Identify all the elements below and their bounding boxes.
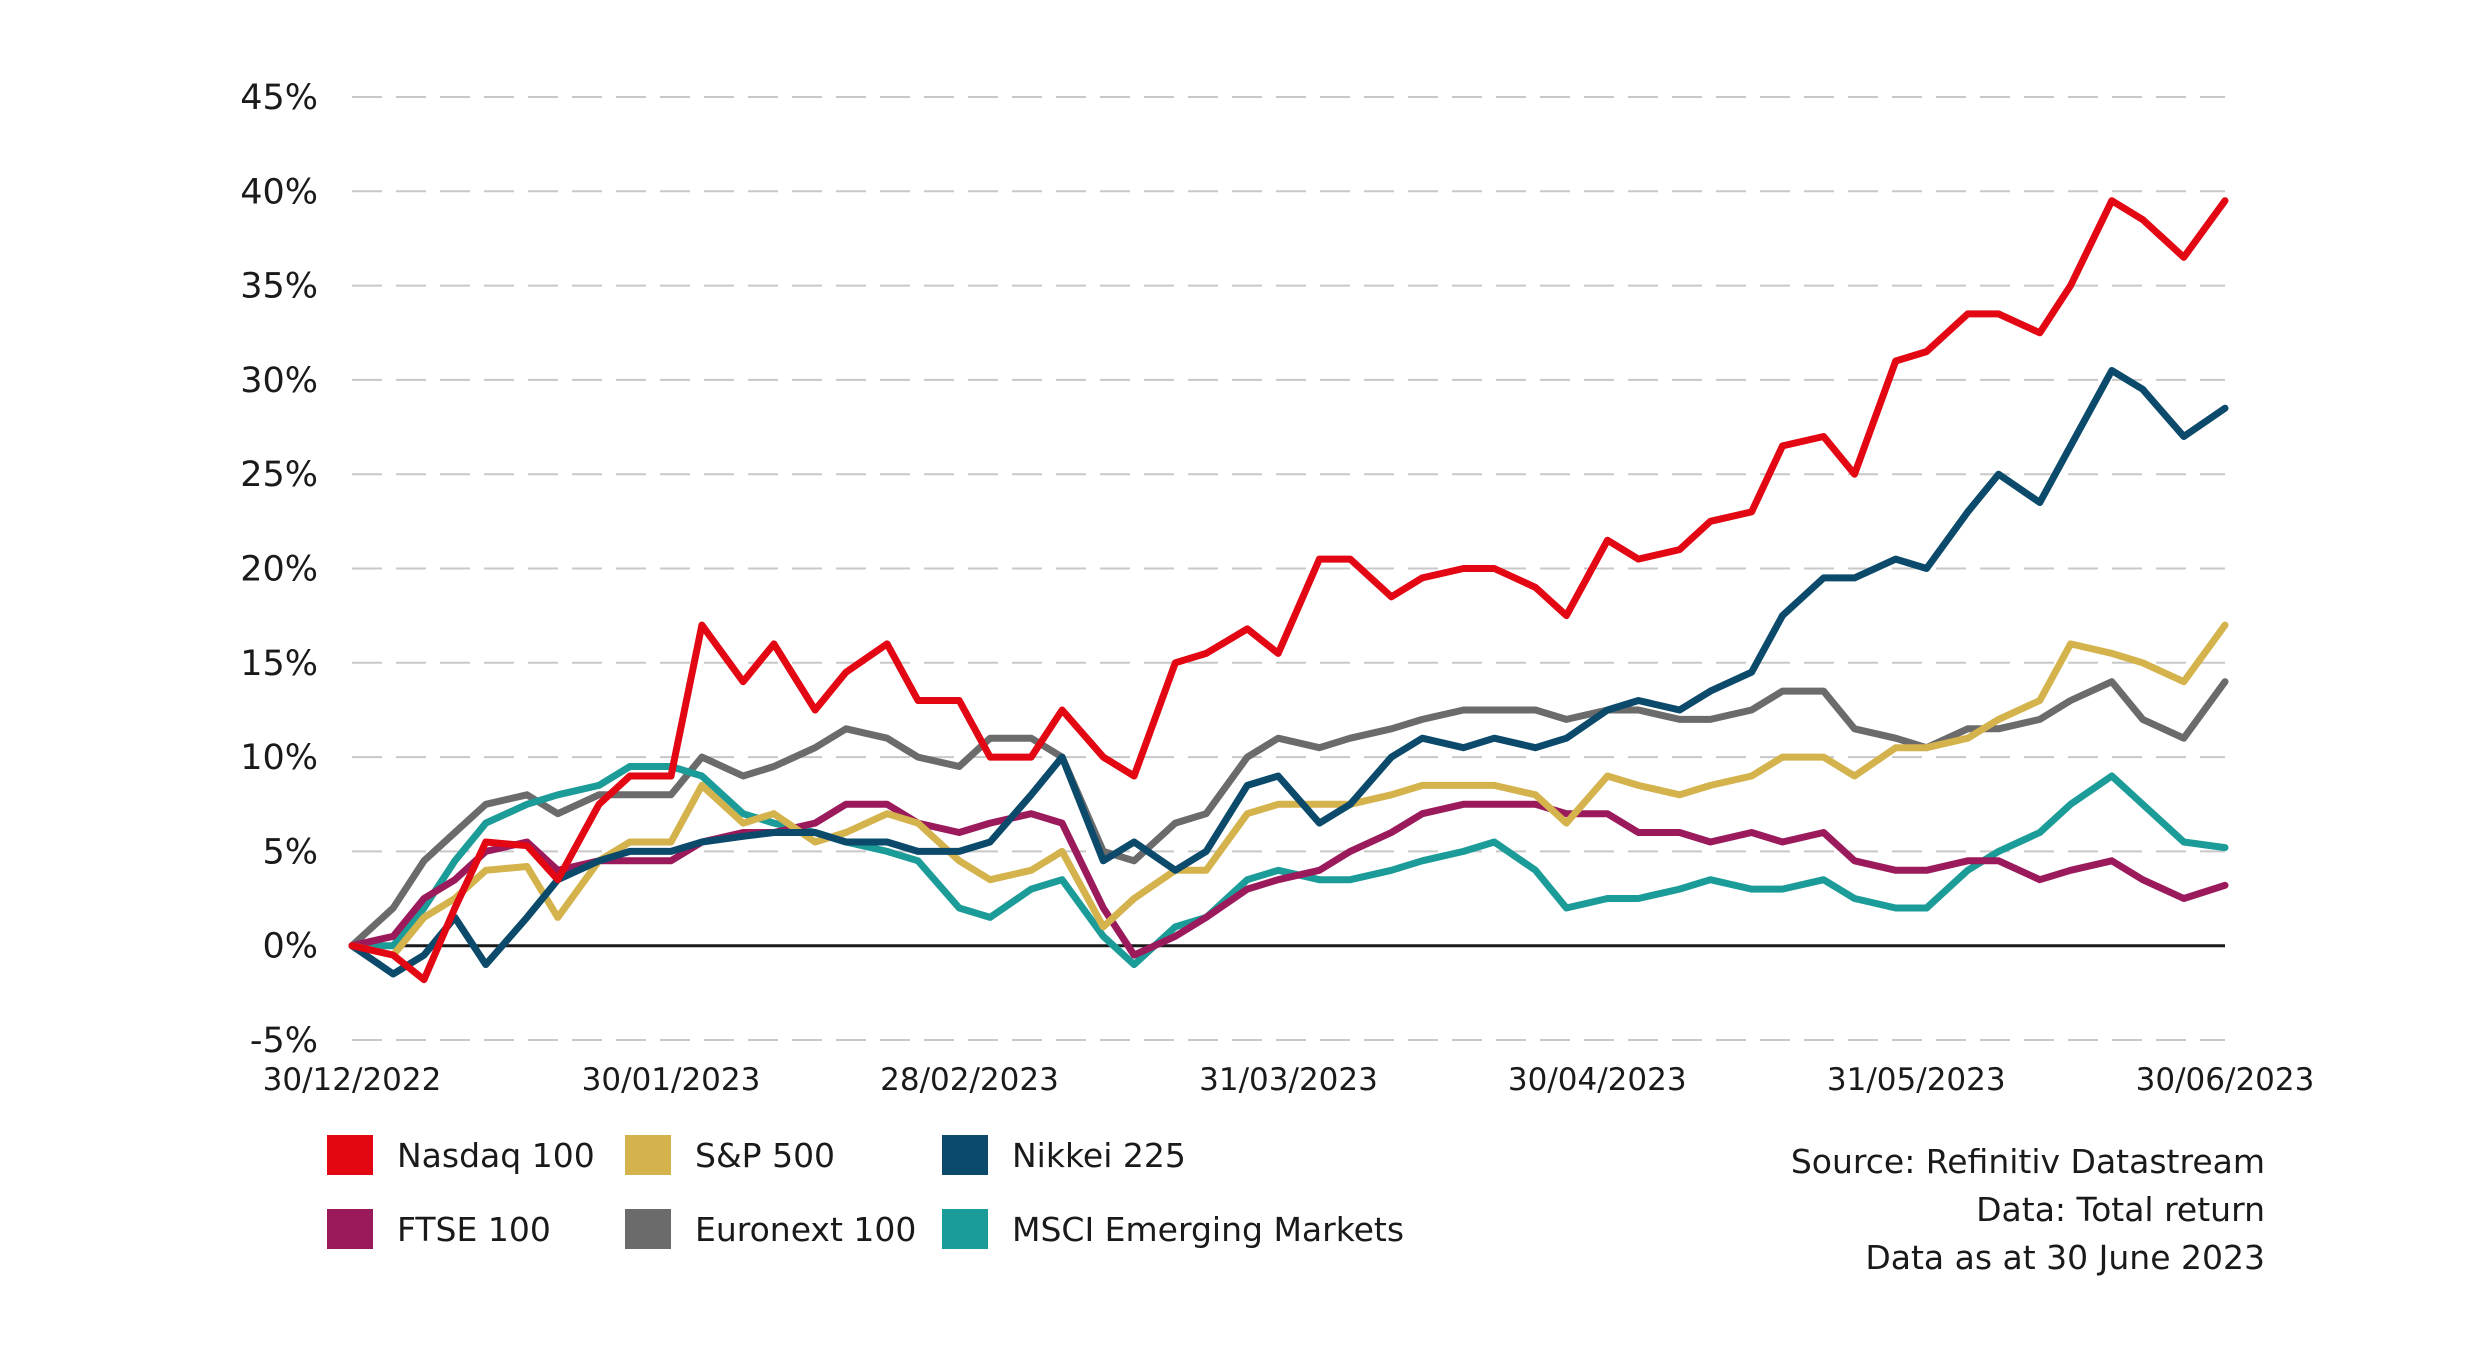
legend-label-euronext: Euronext 100 [695,1209,917,1249]
x-tick-label: 31/03/2023 [1199,1062,1378,1098]
x-axis-ticks: 30/12/2022 30/01/2023 28/02/2023 31/03/2023… [263,1062,2315,1098]
legend-item-msci: MSCI Emerging Markets [942,1206,1404,1252]
x-tick-label: 30/12/2022 [263,1062,442,1098]
legend-label-ftse: FTSE 100 [397,1209,551,1249]
legend-item-sp500: S&P 500 [625,1132,835,1178]
x-tick-label: 30/01/2023 [582,1062,761,1098]
legend-swatch-msci [942,1209,988,1249]
y-tick-label: 45% [240,78,318,118]
series-line-msci-emerging-markets [348,763,2229,969]
series-line-nasdaq-100 [348,197,2229,984]
legend-label-msci: MSCI Emerging Markets [1012,1209,1405,1249]
y-tick-label: 0% [262,927,318,967]
legend-swatch-ftse [327,1209,373,1249]
legend-label-sp500: S&P 500 [695,1135,836,1175]
legend-label-nikkei: Nikkei 225 [1012,1135,1186,1175]
legend-item-nasdaq: Nasdaq 100 [327,1132,595,1178]
y-axis-ticks: 45% 40% 35% 30% 25% 20% 15% 10% 5% 0% -5% [240,78,318,1061]
series-lines [348,197,2229,984]
series-line-ftse-100 [348,800,2229,959]
legend-item-ftse: FTSE 100 [327,1206,551,1252]
y-tick-label: 35% [240,267,318,307]
legend: Nasdaq 100 S&P 500 Nikkei 225 FTSE 100 E… [327,1132,1527,1282]
legend-swatch-nikkei [942,1135,988,1175]
x-tick-label: 30/06/2023 [2136,1062,2315,1098]
data-type-line: Data: Total return [1976,1190,2265,1229]
legend-swatch-euronext [625,1209,671,1249]
source-line: Source: Refinitiv Datastream [1790,1142,2265,1181]
legend-swatch-sp500 [625,1135,671,1175]
gridlines [352,96,2225,1041]
y-tick-label: 40% [240,172,318,212]
y-tick-label: 15% [240,644,318,684]
y-tick-label: 20% [240,550,318,590]
legend-item-euronext: Euronext 100 [625,1206,916,1252]
x-tick-label: 28/02/2023 [880,1062,1059,1098]
y-tick-label: -5% [250,1021,318,1061]
legend-item-nikkei: Nikkei 225 [942,1132,1186,1178]
x-tick-label: 31/05/2023 [1827,1062,2006,1098]
data-date-line: Data as at 30 June 2023 [1865,1238,2265,1277]
x-tick-label: 30/04/2023 [1508,1062,1687,1098]
series-line-nikkei-225 [348,367,2229,978]
series-line-euronext-100 [348,678,2229,950]
y-tick-label: 10% [240,738,318,778]
legend-label-nasdaq: Nasdaq 100 [397,1135,595,1175]
source-note: Source: Refinitiv Datastream Data: Total… [1791,1138,2265,1282]
y-tick-label: 25% [240,455,318,495]
series-line-s-p-500 [348,621,2229,959]
y-tick-label: 30% [240,361,318,401]
y-tick-label: 5% [262,832,318,872]
legend-swatch-nasdaq [327,1135,373,1175]
